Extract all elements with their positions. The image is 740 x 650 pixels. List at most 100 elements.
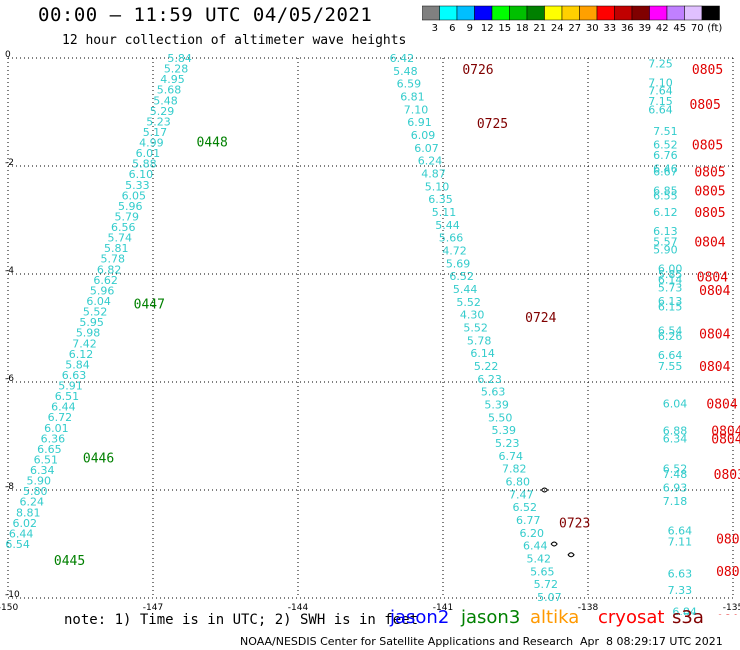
colorbar-label: 30 xyxy=(586,23,599,33)
time-label: 0804 xyxy=(699,327,730,342)
wave-height-value: 5.72 xyxy=(534,578,559,591)
wave-height-value: 6.74 xyxy=(672,611,697,615)
time-label: 0804 xyxy=(699,360,730,375)
wave-height-value: 6.01 xyxy=(44,422,69,435)
time-label: 0805 xyxy=(692,63,723,78)
wave-height-value: 6.36 xyxy=(41,432,66,445)
time-label: 0803 xyxy=(716,533,740,548)
wave-height-value: 5.52 xyxy=(83,306,108,319)
wave-height-value: 6.64 xyxy=(658,349,683,362)
wave-height-value: 5.68 xyxy=(157,84,182,97)
wave-height-value: 6.82 xyxy=(97,263,122,276)
wave-height-value: 5.44 xyxy=(435,219,460,232)
time-label: 0726 xyxy=(462,63,493,78)
wave-height-value: 7.42 xyxy=(72,337,97,350)
wave-height-value: 4.72 xyxy=(442,244,467,257)
wave-height-value: 5.85 xyxy=(658,268,683,281)
wave-height-value: 5.66 xyxy=(439,232,464,245)
wave-height-value: 6.51 xyxy=(55,390,80,403)
x-tick-label: -150 xyxy=(0,603,18,613)
wave-height-value: 5.17 xyxy=(143,126,168,139)
colorbar-label: 18 xyxy=(516,23,529,33)
wave-height-value: 6.85 xyxy=(653,184,678,197)
wave-height-value: 4.95 xyxy=(160,73,185,86)
wave-height-value: 6.88 xyxy=(663,425,688,438)
wave-height-value: 6.35 xyxy=(428,193,453,206)
wave-height-value: 7.55 xyxy=(658,360,683,373)
colorbar-swatch xyxy=(701,5,720,21)
wave-height-value: 6.09 xyxy=(411,129,436,142)
wave-height-value: 5.57 xyxy=(653,236,678,249)
wave-height-value: 6.34 xyxy=(663,433,688,446)
time-label: 0445 xyxy=(54,554,85,569)
x-tick-label: -135 xyxy=(723,603,740,613)
colorbar-label: 24 xyxy=(551,23,564,33)
wave-height-value: 5.78 xyxy=(467,334,492,347)
wave-height-value: 5.28 xyxy=(164,63,189,76)
wave-height-value: 5.39 xyxy=(491,424,516,437)
time-label: 0805 xyxy=(694,165,725,180)
y-tick-label: -6 xyxy=(5,374,14,384)
wave-height-value: 5.23 xyxy=(146,115,171,128)
wave-height-value: 6.44 xyxy=(523,540,548,553)
wave-height-value: 6.20 xyxy=(520,527,545,540)
wave-height-value: 5.81 xyxy=(104,242,129,255)
colorbar-label: 42 xyxy=(656,23,669,33)
time-label: 0805 xyxy=(690,98,721,113)
y-tick-label: 0 xyxy=(5,50,11,60)
wave-height-value: 5.80 xyxy=(23,485,48,498)
wave-height-value: 7.11 xyxy=(668,535,693,548)
wave-height-value: 6.14 xyxy=(470,347,495,360)
colorbar-label: 36 xyxy=(621,23,634,33)
chart-title: 00:00 — 11:59 UTC 04/05/2021 xyxy=(38,4,373,26)
wave-height-value: 6.46 xyxy=(653,163,678,176)
wave-height-value: 8.81 xyxy=(16,506,41,519)
credit-line: NOAA/NESDIS Center for Satellite Applica… xyxy=(240,635,574,648)
wave-height-value: 6.55 xyxy=(653,190,678,203)
island-outline xyxy=(540,487,549,493)
wave-height-value: 6.63 xyxy=(668,568,693,581)
time-label: 0725 xyxy=(477,117,508,132)
wave-height-value: 5.91 xyxy=(58,380,83,393)
wave-height-plot: 0 -2 -4 -6 -8 -10 -150 -147 -144 -141 -138 -135 5.84… xyxy=(0,50,740,615)
wave-height-value: 4.87 xyxy=(421,167,446,180)
wave-height-value: 5.29 xyxy=(150,105,175,118)
wave-height-value: 5.11 xyxy=(432,206,457,219)
wave-height-value: 6.44 xyxy=(9,527,34,540)
wave-height-value: 5.90 xyxy=(653,244,678,257)
time-label: 0724 xyxy=(525,311,556,326)
wave-height-value: 6.23 xyxy=(477,373,502,386)
time-label: 0805 xyxy=(694,184,725,199)
wave-height-value: 4.99 xyxy=(139,137,164,150)
time-label: 0803 xyxy=(714,468,740,483)
wave-height-value: 6.34 xyxy=(30,464,55,477)
timestamp: Apr 8 08:29:17 UTC 2021 xyxy=(580,635,723,648)
wave-height-value: 6.04 xyxy=(663,398,688,411)
wave-height-value: 5.10 xyxy=(425,180,450,193)
wave-height-value: 7.15 xyxy=(648,95,673,108)
wave-height-value: 6.65 xyxy=(37,443,62,456)
y-tick-label: -10 xyxy=(5,590,20,600)
wave-height-value: 5.69 xyxy=(446,257,471,270)
legend-altika: altika xyxy=(530,607,580,628)
wave-height-value: 6.52 xyxy=(663,462,688,475)
x-tick-label: -147 xyxy=(143,603,163,613)
wave-height-value: 6.56 xyxy=(111,221,136,234)
wave-height-value: 6.72 xyxy=(48,411,73,424)
wave-height-value: 5.22 xyxy=(474,360,499,373)
wave-height-value: 5.39 xyxy=(484,398,509,411)
wave-height-value: 6.74 xyxy=(498,450,523,463)
wave-height-value: 6.13 xyxy=(658,295,683,308)
time-label: 0804 xyxy=(711,425,740,440)
wave-height-value: 5.88 xyxy=(132,158,157,171)
legend-jason2: jason2 xyxy=(390,607,450,628)
x-tick-label: -141 xyxy=(433,603,453,613)
wave-height-value: 5.95 xyxy=(79,316,104,329)
time-label: 0723 xyxy=(559,516,590,531)
wave-height-value: 6.10 xyxy=(129,168,154,181)
colorbar-label: (ft) xyxy=(707,23,722,33)
wave-height-value: 6.52 xyxy=(513,501,538,514)
wave-height-value: 6.54 xyxy=(5,538,30,551)
island-outline xyxy=(567,552,575,558)
wave-height-value: 7.48 xyxy=(663,468,688,481)
